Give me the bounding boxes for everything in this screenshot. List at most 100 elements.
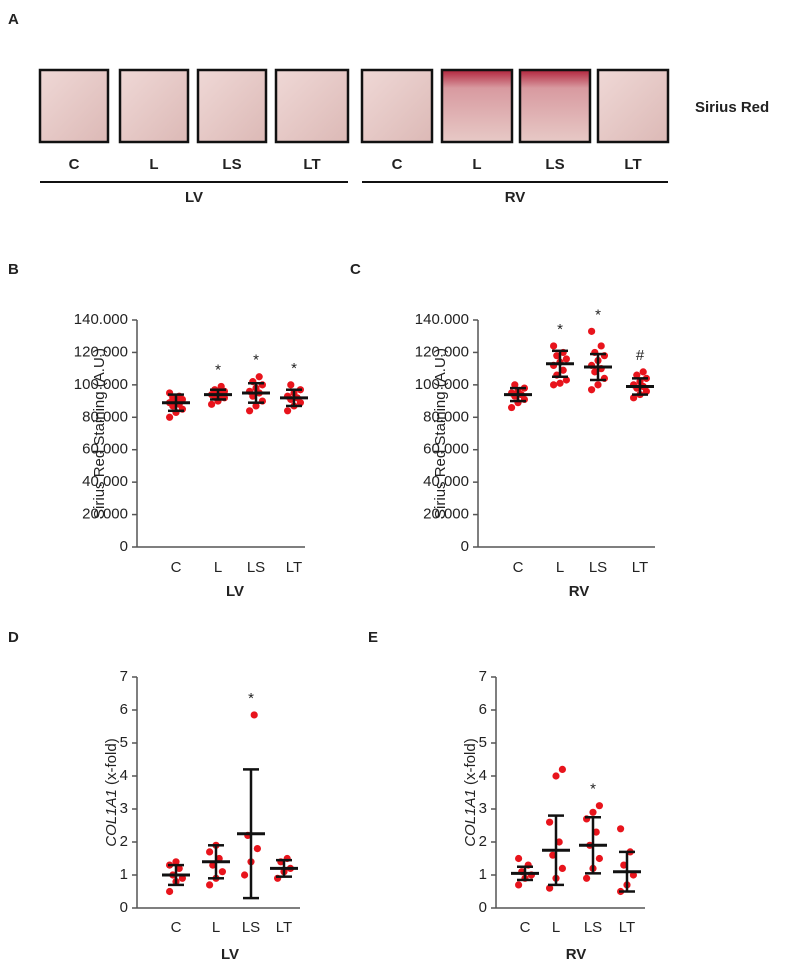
data-point — [595, 802, 604, 810]
x-tick-label: LT — [286, 559, 302, 576]
y-tick-label: 6 — [120, 701, 128, 718]
y-tick-label: 3 — [120, 800, 128, 817]
data-point — [588, 386, 596, 394]
x-axis-label: RV — [569, 583, 590, 600]
lane-label: C — [392, 156, 403, 173]
y-tick-label: 5 — [120, 734, 128, 751]
x-tick-label: LT — [276, 919, 292, 936]
y-tick-label: 1 — [479, 866, 487, 883]
data-point — [508, 403, 516, 412]
data-point — [246, 407, 254, 415]
data-point — [558, 864, 567, 873]
data-point — [515, 854, 523, 863]
x-tick-label: LT — [619, 919, 635, 936]
data-point — [595, 854, 604, 863]
data-point — [206, 881, 214, 889]
y-tick-label: 60.000 — [423, 441, 469, 458]
data-point — [218, 868, 226, 876]
significance-mark: * — [291, 360, 297, 377]
data-point — [550, 381, 558, 389]
image — [196, 68, 268, 144]
data-point — [583, 874, 591, 882]
data-point — [633, 371, 641, 379]
significance-mark: * — [253, 352, 259, 369]
y-tick-label: 140.000 — [415, 311, 469, 328]
image — [38, 68, 110, 144]
x-tick-label: LS — [589, 559, 607, 576]
y-tick-label: 3 — [479, 800, 487, 817]
data-point — [217, 382, 225, 391]
data-point — [250, 711, 258, 719]
y-tick-label: 40.000 — [423, 473, 469, 490]
y-axis-label-gene: COL1A1 — [462, 789, 479, 847]
data-point — [546, 818, 554, 826]
significance-mark: * — [595, 306, 601, 323]
y-tick-label: 20.000 — [423, 506, 469, 523]
x-tick-label: C — [171, 559, 182, 576]
significance-mark: # — [636, 347, 645, 364]
y-tick-label: 0 — [479, 899, 487, 916]
y-tick-label: 80.000 — [423, 408, 469, 425]
group-label: LV — [185, 189, 203, 206]
data-point — [562, 376, 571, 384]
data-point — [515, 881, 523, 889]
y-tick-label: 4 — [120, 767, 128, 784]
data-point — [592, 828, 600, 836]
x-tick-label: L — [212, 919, 220, 936]
image — [440, 68, 514, 144]
x-tick-label: LS — [242, 919, 260, 936]
y-tick-label: 20.000 — [82, 506, 128, 523]
lane-label: L — [472, 156, 481, 173]
image — [596, 68, 670, 144]
significance-mark: * — [590, 781, 596, 798]
data-point — [206, 848, 214, 856]
group-label: RV — [505, 189, 526, 206]
y-axis-label-text: (x-fold) — [103, 738, 120, 785]
x-tick-label: LS — [247, 559, 265, 576]
lane-label: L — [149, 156, 158, 173]
y-tick-label: 0 — [120, 899, 128, 916]
y-tick-label: 80.000 — [82, 408, 128, 425]
data-point — [639, 368, 647, 376]
data-point — [241, 871, 249, 879]
x-tick-label: L — [556, 559, 564, 576]
data-point — [556, 379, 564, 387]
data-point — [589, 808, 597, 816]
panel-label: E — [368, 629, 378, 646]
x-axis-label: LV — [226, 583, 244, 600]
y-tick-label: 140.000 — [74, 311, 128, 328]
data-point — [252, 402, 260, 410]
x-tick-label: C — [520, 919, 531, 936]
data-point — [630, 394, 638, 402]
y-tick-label: 100.000 — [415, 376, 469, 393]
y-tick-label: 1 — [120, 866, 128, 883]
panel-label: B — [8, 261, 19, 278]
data-point — [549, 851, 557, 859]
y-axis-label-text: (x-fold) — [462, 738, 479, 785]
panel-label: A — [8, 11, 19, 28]
y-axis-label-text: Sirius Red Staining (A.U.) — [432, 348, 449, 519]
data-point — [620, 861, 628, 869]
y-tick-label: 0 — [120, 538, 128, 555]
y-tick-label: 2 — [120, 833, 128, 850]
y-tick-label: 7 — [479, 668, 487, 685]
y-tick-label: 40.000 — [82, 473, 128, 490]
data-point — [555, 838, 563, 846]
lane-label: LT — [303, 156, 320, 173]
x-axis-label: LV — [221, 946, 239, 963]
data-point — [562, 355, 571, 363]
image — [518, 68, 592, 144]
data-point — [255, 373, 263, 381]
y-tick-label: 120.000 — [74, 343, 128, 360]
data-point — [588, 327, 596, 335]
data-point — [550, 342, 558, 350]
significance-mark: * — [557, 321, 563, 338]
data-point — [617, 825, 625, 833]
y-axis-label: Sirius Red Staining (A.U.) — [432, 348, 449, 519]
y-tick-label: 120.000 — [415, 343, 469, 360]
lane-label: C — [69, 156, 80, 173]
y-tick-label: 100.000 — [74, 376, 128, 393]
x-tick-label: C — [171, 919, 182, 936]
data-point — [546, 884, 554, 892]
